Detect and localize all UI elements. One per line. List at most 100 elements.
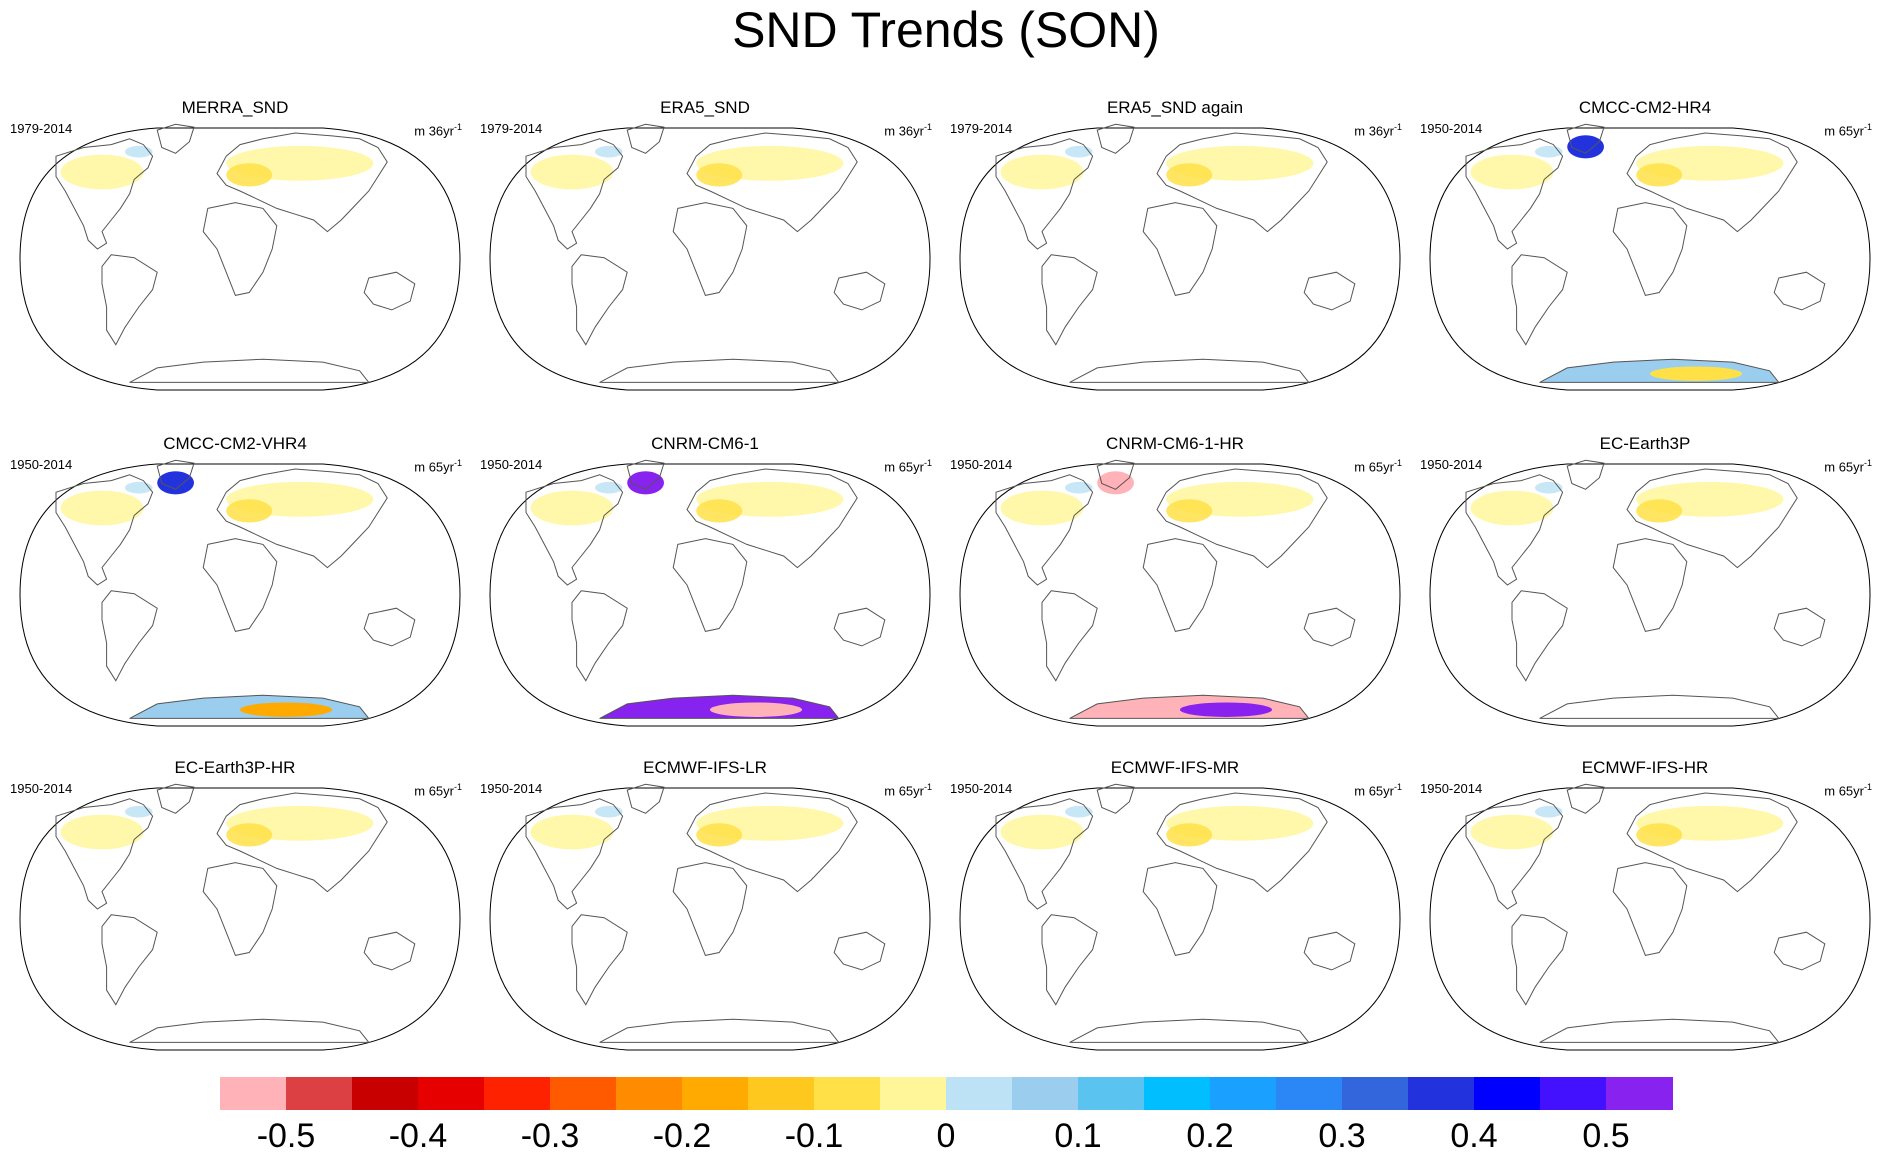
coastline-north-america: [1465, 474, 1564, 586]
panel-title: EC-Earth3P-HR: [174, 758, 296, 777]
colorbar-swatch: [1210, 1077, 1277, 1110]
panel-period: 1979-2014: [480, 121, 543, 136]
coastline-greenland: [1566, 123, 1605, 154]
snow-trend-patch: [1166, 823, 1213, 847]
coastline-africa: [1142, 862, 1218, 956]
panel-title: ERA5_SND: [660, 98, 750, 117]
snow-trend-patch: [226, 499, 273, 523]
coastline-antarctica: [1539, 1018, 1780, 1043]
coastline-south-america: [101, 590, 158, 682]
coastline-eurasia: [686, 468, 858, 569]
snow-trend-patch: [1000, 490, 1084, 526]
colorbar-swatch: [1540, 1077, 1607, 1110]
panel-units-base: m 65yr: [884, 459, 924, 475]
colorbar-swatch: [814, 1077, 881, 1110]
coastline-australia: [1303, 607, 1356, 647]
panel-units-exponent: -1: [923, 782, 932, 792]
panel-title: ECMWF-IFS-HR: [1581, 758, 1709, 777]
coastline-antarctica: [129, 358, 370, 383]
coastline-north-america: [525, 474, 624, 586]
map-border: [489, 787, 931, 1051]
coastline-greenland: [1566, 783, 1605, 814]
world-map: [19, 783, 461, 1051]
coastline-south-america: [1511, 590, 1568, 682]
coastline-antarctica: [129, 1018, 370, 1043]
panel-units: m 65yr-1: [1354, 455, 1402, 475]
panel-units-base: m 65yr: [414, 459, 454, 475]
panel-units-exponent: -1: [453, 122, 462, 132]
snow-trend-patch: [1166, 163, 1213, 187]
colorbar-swatch: [550, 1077, 617, 1110]
panel-units-exponent: -1: [923, 122, 932, 132]
panel-units: m 65yr-1: [884, 455, 932, 475]
world-map: [959, 783, 1401, 1051]
panel-units: m 65yr-1: [1824, 119, 1872, 139]
world-map: [1429, 123, 1871, 391]
figure-title: SND Trends (SON): [732, 2, 1160, 58]
greenland-trend-patch: [157, 471, 195, 495]
snow-trend-patch: [530, 154, 614, 190]
antarctica-trend-patch-secondary: [1650, 366, 1742, 381]
colorbar-swatch: [748, 1077, 815, 1110]
panel-units-exponent: -1: [1863, 122, 1872, 132]
coastline-south-america: [1041, 590, 1098, 682]
coastline-north-america: [1465, 798, 1564, 910]
coastline-australia: [1303, 931, 1356, 971]
coastline-africa: [672, 862, 748, 956]
panel-units-base: m 65yr: [1354, 459, 1394, 475]
coastline-eurasia: [216, 132, 388, 233]
colorbar-swatch: [1012, 1077, 1079, 1110]
snow-trend-patch: [696, 499, 743, 523]
coastline-greenland: [1096, 459, 1135, 490]
coastline-africa: [1142, 202, 1218, 296]
snow-trend-patch: [1065, 145, 1093, 158]
snow-trend-patch: [595, 145, 623, 158]
map-panel: ECMWF-IFS-MR 1950-2014 m 65yr-1: [940, 752, 1410, 1062]
snow-trend-patch: [125, 805, 153, 818]
snow-trend-patch: [1000, 154, 1084, 190]
panel-units-exponent: -1: [453, 782, 462, 792]
world-map: [489, 123, 931, 391]
snow-trend-patch: [1000, 814, 1084, 850]
coastline-north-america: [1465, 138, 1564, 250]
coastline-greenland: [626, 123, 665, 154]
snow-trend-patch: [530, 490, 614, 526]
coastline-africa: [1142, 538, 1218, 632]
coastline-eurasia: [1156, 132, 1328, 233]
coastline-greenland: [1096, 783, 1135, 814]
coastline-eurasia: [686, 132, 858, 233]
coastline-antarctica: [1069, 1018, 1310, 1043]
panel-units-base: m 65yr: [884, 783, 924, 799]
map-border: [1429, 787, 1871, 1051]
coastline-north-america: [55, 138, 154, 250]
coastline-antarctica: [599, 694, 840, 719]
colorbar-swatch: [286, 1077, 353, 1110]
coastline-africa: [202, 202, 278, 296]
coastline-australia: [1303, 271, 1356, 311]
map-panel: ERA5_SND 1979-2014 m 36yr-1: [470, 92, 940, 402]
coastline-australia: [1773, 607, 1826, 647]
colorbar-swatch: [1144, 1077, 1211, 1110]
snow-trend-patch: [226, 163, 273, 187]
map-panel: CMCC-CM2-VHR4 1950-2014 m 65yr-1: [0, 428, 470, 738]
colorbar-swatch: [484, 1077, 551, 1110]
colorbar-tick-label: -0.5: [256, 1117, 316, 1155]
panel-period: 1950-2014: [950, 781, 1013, 796]
map-border: [959, 463, 1401, 727]
coastline-north-america: [525, 798, 624, 910]
coastline-africa: [202, 862, 278, 956]
snow-trend-patch: [1470, 490, 1554, 526]
colorbar-tick-label: 0: [936, 1117, 956, 1155]
map-panel: MERRA_SND 1979-2014 m 36yr-1: [0, 92, 470, 402]
snow-trend-patch: [1535, 145, 1563, 158]
panel-units-base: m 65yr: [414, 783, 454, 799]
panel-units-exponent: -1: [1863, 782, 1872, 792]
colorbar: [220, 1077, 1673, 1110]
panel-units: m 36yr-1: [1354, 119, 1402, 139]
panel-title: MERRA_SND: [181, 98, 289, 117]
coastline-greenland: [1096, 123, 1135, 154]
colorbar-swatch: [616, 1077, 683, 1110]
coastline-eurasia: [1626, 132, 1798, 233]
colorbar-swatch: [352, 1077, 419, 1110]
coastline-eurasia: [1156, 792, 1328, 893]
